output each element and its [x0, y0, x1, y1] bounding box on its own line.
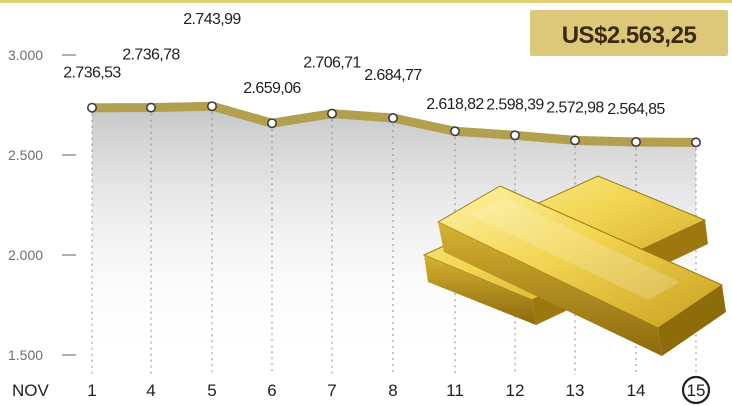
data-label: 2.564,85: [607, 101, 665, 118]
x-tick-label: 1: [87, 381, 96, 400]
x-tick-label: 12: [506, 381, 525, 400]
data-point: [326, 108, 337, 119]
data-point: [690, 137, 701, 148]
data-point: [266, 118, 277, 129]
data-label: 2.618,82: [426, 96, 484, 113]
data-point: [87, 102, 98, 113]
data-label: 2.736,78: [122, 47, 180, 64]
data-point: [207, 101, 218, 112]
y-tick-label: 2.000: [8, 247, 43, 263]
x-tick-label: 5: [207, 381, 216, 400]
data-label: 2.684,77: [364, 67, 422, 84]
data-label: 2.736,53: [63, 65, 121, 82]
data-point: [387, 113, 398, 124]
y-tick-label: 1.500: [8, 347, 43, 363]
data-point: [146, 102, 157, 113]
latest-price-badge: US$2.563,25: [530, 10, 728, 56]
x-tick-label: 14: [627, 381, 646, 400]
x-tick-label: 15: [687, 381, 706, 400]
x-tick-label: 8: [388, 381, 397, 400]
y-tick-label: 2.500: [8, 147, 43, 163]
data-label: 2.659,06: [243, 80, 301, 97]
data-label: 2.572,98: [546, 99, 604, 116]
x-tick-label: 6: [267, 381, 276, 400]
data-point: [509, 130, 520, 141]
data-point: [449, 126, 460, 137]
gold-bars-icon: [422, 175, 726, 356]
x-tick-label: 11: [446, 381, 464, 400]
latest-price-label: US$2.563,25: [562, 22, 697, 49]
x-tick-label: 7: [327, 381, 336, 400]
y-tick-label: 3.000: [8, 47, 43, 63]
x-tick-label: 13: [566, 381, 585, 400]
highlight-day-circle: [681, 375, 711, 405]
x-axis-month-label: NOV: [12, 381, 50, 400]
data-point: [569, 135, 580, 146]
data-label: 2.706,71: [303, 55, 361, 72]
data-point: [630, 137, 641, 148]
data-label: 2.743,99: [183, 11, 241, 28]
data-label: 2.598,39: [486, 96, 544, 113]
x-tick-label: 4: [146, 381, 155, 400]
